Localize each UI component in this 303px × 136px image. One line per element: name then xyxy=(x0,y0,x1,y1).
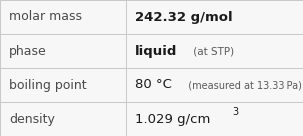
Text: (measured at 13.33 Pa): (measured at 13.33 Pa) xyxy=(182,80,302,90)
Text: (at STP): (at STP) xyxy=(189,46,234,56)
Text: molar mass: molar mass xyxy=(9,10,82,24)
Text: liquid: liquid xyxy=(135,44,177,58)
Text: density: density xyxy=(9,112,55,126)
Text: boiling point: boiling point xyxy=(9,78,87,92)
Text: 3: 3 xyxy=(232,107,238,117)
Text: 80 °C: 80 °C xyxy=(135,78,172,92)
Text: 1.029 g/cm: 1.029 g/cm xyxy=(135,112,210,126)
Text: phase: phase xyxy=(9,44,47,58)
Text: 242.32 g/mol: 242.32 g/mol xyxy=(135,10,232,24)
